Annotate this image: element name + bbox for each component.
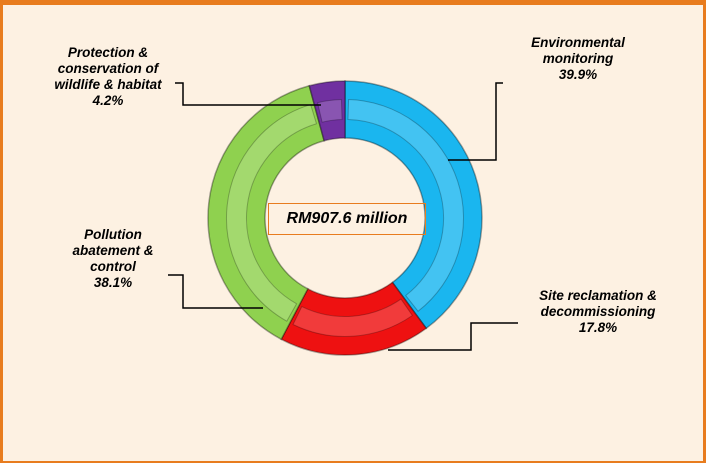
category-label: Environmental monitoring bbox=[531, 35, 625, 66]
donut-slice bbox=[207, 84, 326, 341]
value-label: 39.9% bbox=[558, 67, 598, 82]
donut-plot bbox=[168, 80, 518, 356]
leader-line bbox=[168, 274, 263, 309]
leader-line bbox=[448, 82, 503, 161]
category-label: Site reclamation & decommissioning bbox=[539, 288, 657, 319]
leader-line bbox=[388, 322, 518, 351]
center-label: RM907.6 million bbox=[268, 203, 426, 235]
category-label: Pollution abatement & control bbox=[72, 227, 154, 274]
slice-bevel bbox=[347, 99, 464, 312]
value-label: 38.1% bbox=[93, 275, 133, 290]
slice-label: Site reclamation & decommissioning 17.8% bbox=[513, 288, 683, 336]
donut-slice bbox=[280, 281, 428, 356]
slice-label: Environmental monitoring 39.9% bbox=[503, 35, 653, 83]
value-label: 17.8% bbox=[578, 320, 618, 335]
slice-label: Pollution abatement & control 38.1% bbox=[53, 227, 173, 291]
slice-bevel bbox=[316, 99, 343, 123]
category-label: Protection & conservation of wildlife & … bbox=[54, 45, 162, 92]
slice-label: Protection & conservation of wildlife & … bbox=[33, 45, 183, 109]
value-label: 4.2% bbox=[92, 93, 124, 108]
donut-slice bbox=[308, 80, 346, 142]
leader-line bbox=[175, 82, 321, 106]
slice-bevel bbox=[292, 298, 414, 337]
donut-slice bbox=[344, 80, 483, 330]
